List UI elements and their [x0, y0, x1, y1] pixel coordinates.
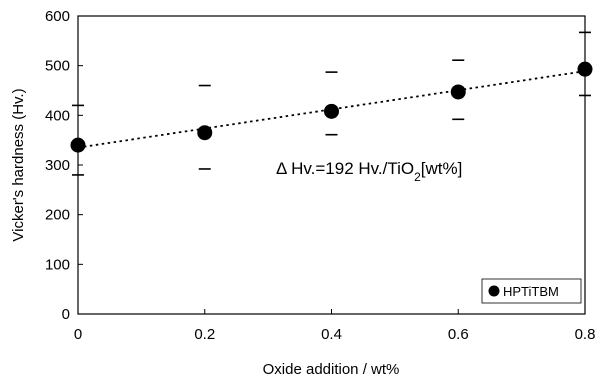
y-tick-label: 300 — [45, 157, 70, 174]
annotation: Δ Hv.=192 Hv./TiO2[wt%] — [276, 159, 462, 184]
x-axis-title: Oxide addition / wt% — [263, 361, 400, 378]
data-point — [197, 125, 213, 141]
annotation-suffix: [wt%] — [421, 159, 463, 178]
y-tick-label: 0 — [62, 306, 70, 323]
x-tick-label: 0 — [74, 326, 82, 343]
y-tick-label: 600 — [45, 8, 70, 25]
trendline-group — [77, 70, 586, 149]
data-point — [70, 137, 86, 153]
data-point — [324, 103, 339, 119]
annotation-subscript: 2 — [414, 170, 421, 184]
y-tick-label: 100 — [45, 256, 70, 273]
legend-label: HPTiTBM — [503, 284, 559, 299]
y-tick-label: 400 — [45, 107, 70, 124]
x-tick-label: 0.2 — [194, 326, 215, 343]
x-axis-ticks: 0 0.2 0.4 0.6 0.8 — [74, 309, 596, 343]
y-axis-title: Vicker's hardness (Hv.) — [10, 88, 27, 241]
y-tick-label: 500 — [45, 58, 70, 75]
legend-marker — [488, 285, 500, 297]
legend: HPTiTBM — [481, 278, 582, 304]
data-point — [450, 84, 466, 100]
data-point — [577, 61, 593, 77]
trendline — [77, 70, 586, 149]
x-tick-label: 0.8 — [575, 326, 596, 343]
error-bars — [72, 31, 591, 176]
y-tick-label: 200 — [45, 207, 70, 224]
data-points — [70, 61, 593, 153]
annotation-prefix: Δ Hv.=192 Hv./TiO — [276, 159, 414, 178]
x-tick-label: 0.4 — [321, 326, 342, 343]
y-axis-ticks: 0 100 200 300 400 500 600 — [45, 8, 83, 323]
x-tick-label: 0.6 — [448, 326, 469, 343]
